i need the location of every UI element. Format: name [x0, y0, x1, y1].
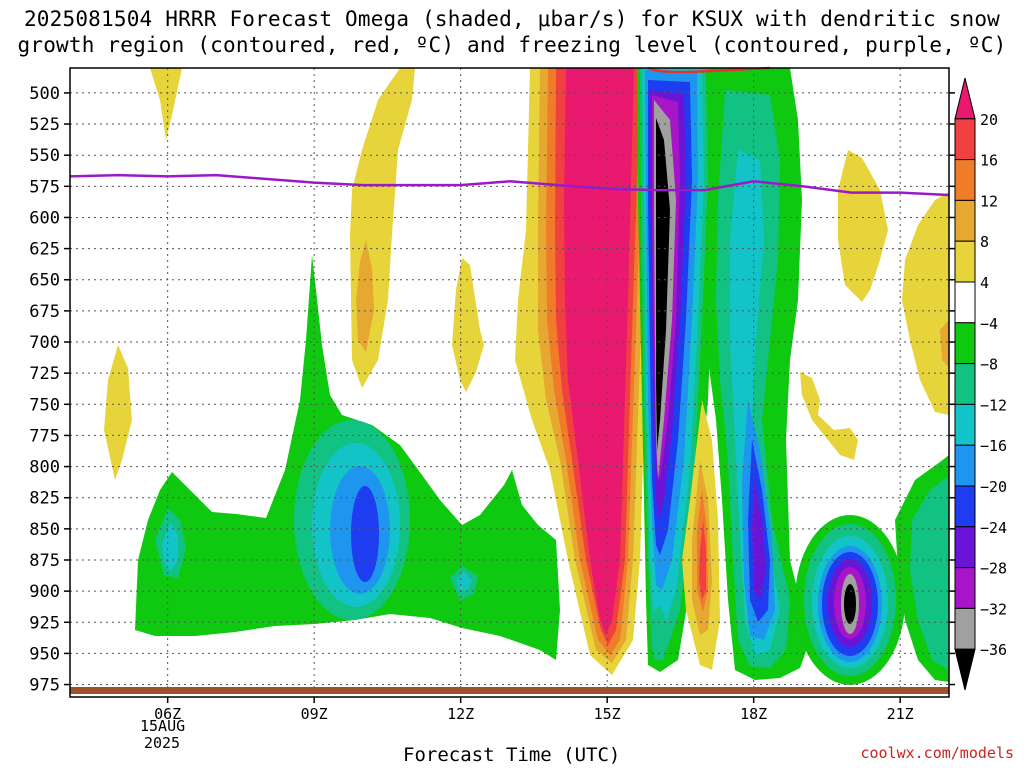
date-year: 2025 [143, 734, 181, 752]
date-day: 15AUG [140, 717, 186, 735]
ground-surface [70, 687, 949, 694]
omega-negative-region [650, 605, 668, 660]
omega-positive-plume [838, 150, 888, 302]
y-tick-label: 875 [29, 551, 60, 571]
omega-positive-core [699, 520, 706, 600]
omega-negative-region [456, 572, 472, 590]
x-tick-label: 09Z [301, 705, 328, 723]
colorbar-label: 4 [980, 274, 989, 292]
omega-positive-plume [902, 192, 949, 415]
y-tick-label: 675 [29, 302, 60, 322]
y-tick-label: 825 [29, 489, 60, 509]
y-tick-label: 725 [29, 364, 60, 384]
colorbar-label: 16 [980, 152, 998, 170]
credit-link[interactable]: coolwx.com/models [860, 744, 1014, 762]
colorbar-swatch [954, 199, 976, 242]
title-line-1: 2025081504 HRRR Forecast Omega (shaded, … [23, 7, 1001, 31]
plot-frame [69, 67, 950, 698]
colorbar-label: −32 [980, 600, 1007, 618]
colorbar-swatch [954, 403, 976, 446]
colorbar-label: −24 [980, 519, 1007, 537]
y-tick-label: 925 [29, 613, 60, 633]
chart-title: 2025081504 HRRR Forecast Omega (shaded, … [0, 6, 1024, 58]
colorbar-swatch [954, 567, 976, 609]
colorbar-swatch [954, 607, 976, 650]
x-tick-label: 18Z [740, 705, 767, 723]
colorbar-label: −20 [980, 478, 1007, 496]
colorbar-swatch [954, 363, 976, 405]
y-tick-label: 850 [29, 520, 60, 540]
y-tick-label: 775 [29, 426, 60, 446]
y-tick-label: 750 [29, 395, 60, 415]
omega-positive-plume [452, 258, 484, 392]
omega-positive-plume [150, 68, 182, 140]
omega-positive-core [356, 240, 374, 352]
y-tick-label: 600 [29, 208, 60, 228]
y-tick-label: 500 [29, 84, 60, 104]
omega-negative-core [844, 584, 856, 624]
omega-negative-core [351, 486, 379, 582]
x-tick-label: 21Z [887, 705, 914, 723]
omega-positive-core [564, 68, 634, 635]
x-axis-title: Forecast Time (UTC) [403, 744, 621, 766]
colorbar-label: −28 [980, 560, 1007, 578]
omega-negative-core [752, 480, 766, 600]
x-tick-label: 12Z [447, 705, 474, 723]
y-tick-label: 800 [29, 458, 60, 478]
colorbar: 20 16 12 8 4 −4 −8 −12 −16 −20 −24 −28 −32 −36 [954, 77, 1007, 691]
dendritic-growth-contour [647, 66, 771, 74]
omega-positive-core [940, 320, 949, 368]
colorbar-label: −12 [980, 396, 1007, 414]
y-tick-label: 950 [29, 644, 60, 664]
colorbar-swatch [954, 118, 976, 161]
y-tick-label: 650 [29, 271, 60, 291]
y-tick-label: 700 [29, 333, 60, 353]
colorbar-swatch [954, 444, 976, 487]
omega-positive-plume [800, 372, 858, 460]
colorbar-swatch [954, 77, 976, 120]
y-tick-label: 975 [29, 676, 60, 696]
colorbar-label: −36 [980, 641, 1007, 659]
date-label: 15AUG 2025 [140, 717, 186, 752]
colorbar-swatch [954, 281, 976, 324]
y-tick-label: 625 [29, 240, 60, 260]
omega-positive-plume [104, 345, 132, 480]
y-tick-label: 550 [29, 146, 60, 166]
colorbar-label: −4 [980, 315, 998, 333]
colorbar-swatch [954, 485, 976, 528]
colorbar-label: 20 [980, 111, 998, 129]
y-tick-label: 900 [29, 582, 60, 602]
y-axis: 500 525 550 575 600 625 650 675 700 725 750 775 800 8… [29, 84, 955, 696]
colorbar-label: 12 [980, 192, 998, 210]
colorbar-swatch [954, 648, 976, 691]
colorbar-label: −16 [980, 437, 1007, 455]
colorbar-swatch [954, 159, 976, 201]
omega-negative-core [656, 118, 670, 450]
colorbar-swatch [954, 322, 976, 365]
y-tick-label: 525 [29, 115, 60, 135]
freezing-level-contour [69, 173, 950, 197]
x-tick-label: 15Z [594, 705, 621, 723]
y-tick-label: 575 [29, 177, 60, 197]
colorbar-label: −8 [980, 356, 998, 374]
colorbar-label: 8 [980, 233, 989, 251]
omega-negative-region [910, 476, 949, 670]
colorbar-swatch [954, 240, 976, 283]
grid-lines [70, 68, 949, 697]
x-tick-label: 06Z [154, 705, 181, 723]
colorbar-swatch [954, 526, 976, 569]
title-line-2: growth region (contoured, red, ºC) and f… [17, 33, 1007, 57]
x-axis: 06Z 09Z 12Z 15Z 18Z 21Z [154, 697, 914, 723]
